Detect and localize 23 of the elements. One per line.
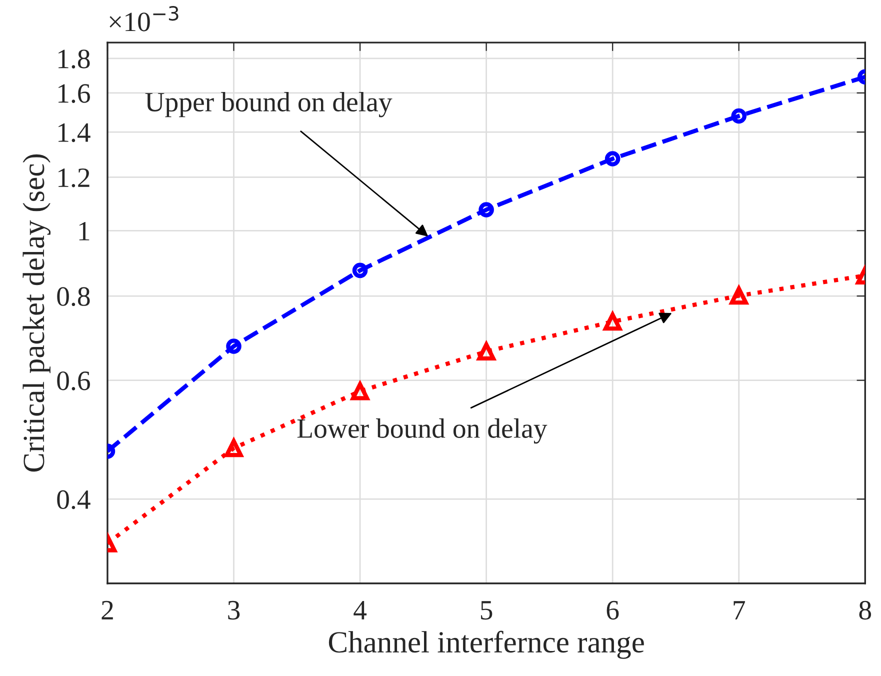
- x-axis-title: Channel interfernce range: [328, 630, 644, 659]
- point: [604, 151, 620, 166]
- annotation: Upper bound on delay: [145, 92, 392, 118]
- x-tick-label: 2: [102, 600, 113, 620]
- x-tick-label: 4: [354, 601, 367, 620]
- x-tick-label: 6: [606, 600, 619, 620]
- annotation: Lower bound on delay: [297, 418, 548, 444]
- y-axis-title: Critical packet delay (sec): [22, 154, 51, 472]
- point: [352, 262, 368, 278]
- y-tick-label: 0.6: [57, 371, 90, 390]
- y-tick-label: 1.2: [58, 168, 90, 188]
- y-tick-label: 1.4: [58, 123, 90, 142]
- text: ×10$^{−3}$: [110, 6, 178, 32]
- x-tick-label: 5: [480, 601, 492, 620]
- point: [478, 202, 494, 218]
- x-tick-label: 7: [734, 601, 746, 620]
- y-tick-label: 1.6: [58, 84, 90, 103]
- y-tick-label: 1: [79, 222, 90, 240]
- y-tick-label: 0.8: [57, 287, 90, 306]
- x-tick-label: 8: [859, 600, 872, 620]
- y-tick-label: 1.8: [58, 50, 90, 68]
- x-tick-label: 3: [228, 600, 240, 620]
- y-tick-label: 0.4: [57, 490, 90, 510]
